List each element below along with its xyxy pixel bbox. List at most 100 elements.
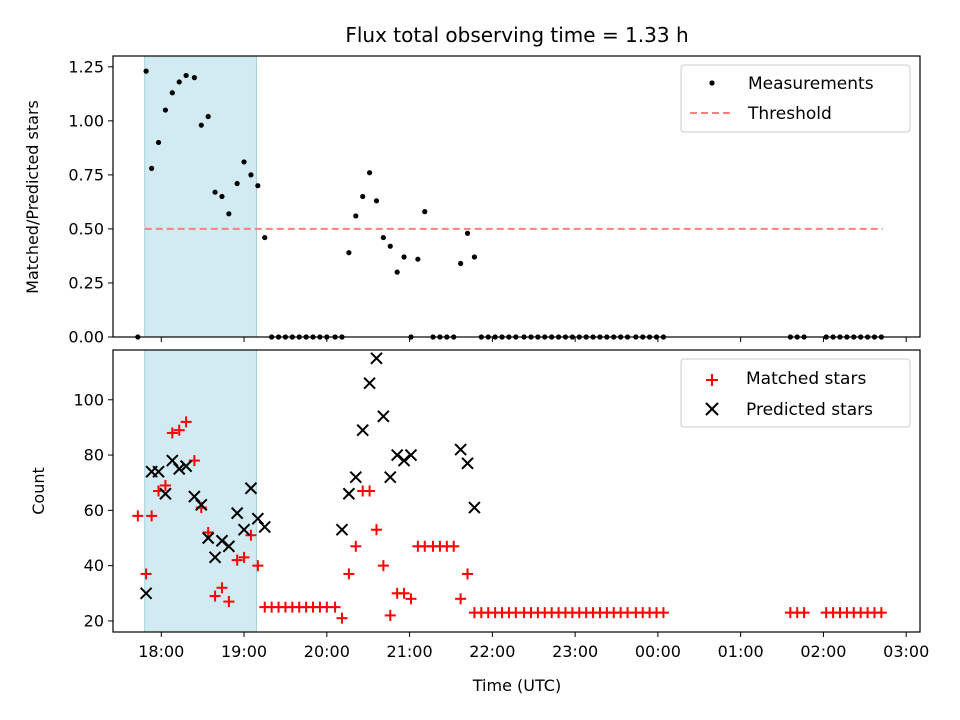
matched-star-point <box>875 607 887 619</box>
top-y-tick-label: 0.75 <box>68 165 104 184</box>
measurement-point <box>401 254 407 260</box>
x-tick-label: 20:00 <box>304 642 350 661</box>
matched-star-point <box>180 416 192 428</box>
bottom-axes-frame <box>112 349 921 633</box>
matched-star-point <box>252 560 264 572</box>
measurement-point <box>471 254 478 260</box>
predicted-star-point-b <box>166 454 179 467</box>
legend-predicted-marker <box>705 402 719 416</box>
predicted-star-point-b <box>201 531 215 545</box>
measurement-point <box>234 180 240 187</box>
x-tick-label: 18:00 <box>138 642 184 661</box>
predicted-star-point <box>468 501 481 514</box>
predicted-star-point <box>237 523 251 536</box>
predicted-star-point-b <box>215 534 229 547</box>
shaded-observing-span <box>144 55 257 338</box>
predicted-star-point <box>349 470 362 484</box>
predicted-star-point-b <box>188 490 201 503</box>
predicted-star-point-b <box>404 448 418 462</box>
measurement-point <box>241 159 247 165</box>
measurement-point <box>458 260 464 267</box>
matched-star-point <box>455 593 467 605</box>
bottom-shaded-span <box>144 349 257 633</box>
measurement-point <box>422 209 428 215</box>
measurement-point <box>143 68 149 74</box>
measurement-point <box>262 234 268 241</box>
predicted-star-point-b <box>454 443 467 456</box>
predicted-star-point-b <box>195 498 208 512</box>
bottom-legend: Matched stars Predicted stars <box>680 358 911 428</box>
predicted-star-point <box>139 587 153 600</box>
bottom-y-tick-label: 80 <box>84 446 104 465</box>
matched-star-point <box>398 587 410 599</box>
matched-star-point <box>223 596 235 608</box>
predicted-star-point-b <box>152 465 165 478</box>
predicted-star-point <box>342 487 356 500</box>
predicted-star-point <box>173 462 186 476</box>
measurement-point <box>149 165 155 171</box>
top-y-tick-label: 0.25 <box>68 273 104 292</box>
predicted-star-point-b <box>251 512 265 525</box>
measurement-point <box>169 90 175 96</box>
matched-star-point <box>238 551 250 563</box>
measurement-point <box>191 75 197 81</box>
measurement-point <box>394 269 400 275</box>
top-axes: 0.00 0.25 0.50 0.75 1.00 1.25 Matched/Predict… <box>23 55 921 347</box>
measurement-point <box>360 193 366 200</box>
bottom-y-tick-label: 60 <box>84 501 104 520</box>
top-axes-frame <box>112 55 921 338</box>
x-axis-label: Time (UTC) <box>472 676 561 695</box>
predicted-star-point-b <box>230 506 244 520</box>
legend-predicted-label: Predicted stars <box>746 400 873 420</box>
measurement-point <box>366 170 373 176</box>
measurement-point <box>255 183 261 189</box>
x-tick-label: 22:00 <box>469 642 515 661</box>
matched-star-point <box>216 582 228 594</box>
predicted-star-point-b <box>335 523 349 536</box>
predicted-star-point-b <box>159 487 172 500</box>
top-shaded-span <box>144 55 257 338</box>
matched-star-point <box>202 526 214 538</box>
predicted-star-point-b <box>222 540 236 553</box>
measurement-point <box>464 230 471 236</box>
predicted-star-point <box>363 376 376 390</box>
bottom-y-tick-label: 100 <box>73 390 104 409</box>
bottom-axes: 20 40 60 80 100 18:00 19:00 20:00 21:00 22:00 23:0… <box>29 349 929 695</box>
measurement-point <box>346 250 352 256</box>
top-y-tick-label: 1.00 <box>68 111 104 130</box>
predicted-star-point-b <box>377 410 390 423</box>
predicted-star-point-b <box>244 482 258 495</box>
predicted-star-point-b <box>356 423 369 437</box>
matched-star-point <box>173 424 185 436</box>
x-tick-label: 01:00 <box>718 642 764 661</box>
predicted-stars-series <box>139 352 481 600</box>
top-ticks: 0.00 0.25 0.50 0.75 1.00 1.25 <box>68 57 907 347</box>
predicted-star-point-b <box>208 551 222 564</box>
x-tick-label: 02:00 <box>800 642 846 661</box>
matched-star-point <box>364 485 376 497</box>
predicted-star-point-b <box>363 376 376 390</box>
top-y-tick-label: 1.25 <box>68 57 104 76</box>
top-legend: Measurements Threshold <box>680 64 911 133</box>
predicted-star-point-b <box>139 587 153 600</box>
matched-star-point <box>384 609 396 621</box>
measurement-point <box>176 79 182 85</box>
matched-star-point <box>231 554 243 566</box>
predicted-star-point <box>201 531 215 545</box>
matched-star-point <box>657 607 669 619</box>
top-y-tick-label: 0.50 <box>68 219 104 238</box>
bottom-y-tick-label: 20 <box>84 611 104 630</box>
measurement-point <box>387 243 393 249</box>
measurement-point <box>353 213 359 219</box>
x-tick-label: 23:00 <box>552 642 598 661</box>
top-y-axis-label: Matched/Predicted stars <box>23 100 42 294</box>
measurement-point <box>248 172 254 178</box>
predicted-star-point-b <box>342 487 356 500</box>
x-tick-label: 03:00 <box>883 642 929 661</box>
bottom-legend-box <box>680 358 911 428</box>
chart-title: Flux total observing time = 1.33 h <box>345 23 688 47</box>
predicted-star-point-b <box>258 520 271 534</box>
predicted-star-point-b <box>179 459 193 473</box>
top-y-tick-label: 0.00 <box>68 328 104 347</box>
